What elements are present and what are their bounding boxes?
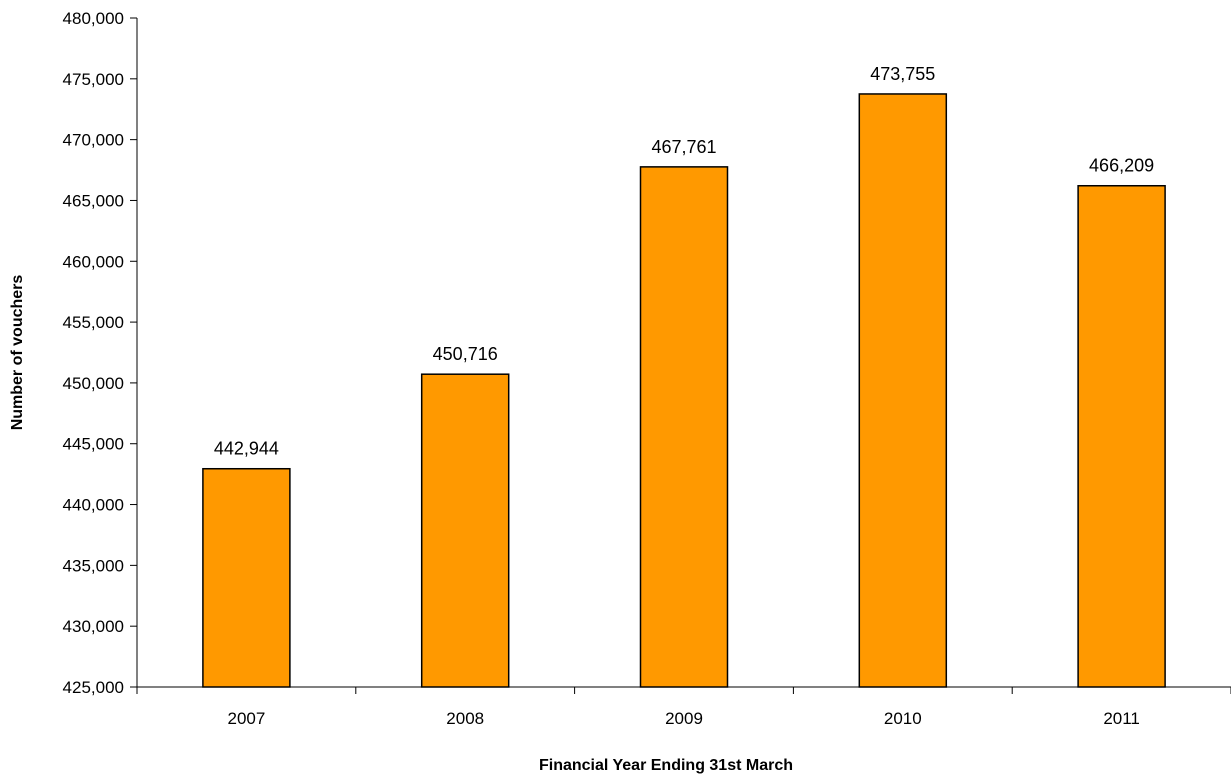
bar xyxy=(1077,184,1166,688)
x-tick-label: 2009 xyxy=(665,709,703,728)
x-tick-label: 2008 xyxy=(446,709,484,728)
y-tick-label: 465,000 xyxy=(63,191,124,210)
bar xyxy=(420,373,510,688)
data-labels: 442,944 450,716 467,761 473,755 466,209 xyxy=(214,64,1154,459)
y-tick-label: 435,000 xyxy=(63,556,124,575)
y-axis-ticks: 425,000 430,000 435,000 440,000 445,000 450,0… xyxy=(63,9,137,697)
y-tick-label: 455,000 xyxy=(63,313,124,332)
data-label: 466,209 xyxy=(1089,156,1154,176)
y-tick-label: 430,000 xyxy=(63,617,124,636)
y-tick-label: 445,000 xyxy=(63,435,124,454)
y-tick-label: 450,000 xyxy=(63,374,124,393)
data-label: 450,716 xyxy=(433,344,498,364)
y-tick-label: 470,000 xyxy=(63,131,124,150)
x-axis-title: Financial Year Ending 31st March xyxy=(539,757,793,774)
bar xyxy=(639,166,729,688)
y-tick-label: 480,000 xyxy=(63,9,124,28)
y-axis-title: Number of vouchers xyxy=(9,275,26,431)
x-tick-label: 2007 xyxy=(227,709,265,728)
bar xyxy=(202,467,291,688)
data-label: 473,755 xyxy=(870,64,935,84)
x-tick-label: 2011 xyxy=(1103,709,1140,728)
y-tick-label: 475,000 xyxy=(63,70,124,89)
x-tick-label: 2010 xyxy=(884,709,922,728)
y-tick-label: 425,000 xyxy=(63,678,124,697)
data-label: 442,944 xyxy=(214,439,279,459)
y-tick-label: 440,000 xyxy=(63,496,124,515)
data-label: 467,761 xyxy=(651,137,716,157)
x-axis-ticks: 2007 2008 2009 2010 2011 xyxy=(136,687,1231,728)
bar xyxy=(858,93,948,688)
bars xyxy=(202,93,1166,688)
y-tick-label: 460,000 xyxy=(63,252,124,271)
